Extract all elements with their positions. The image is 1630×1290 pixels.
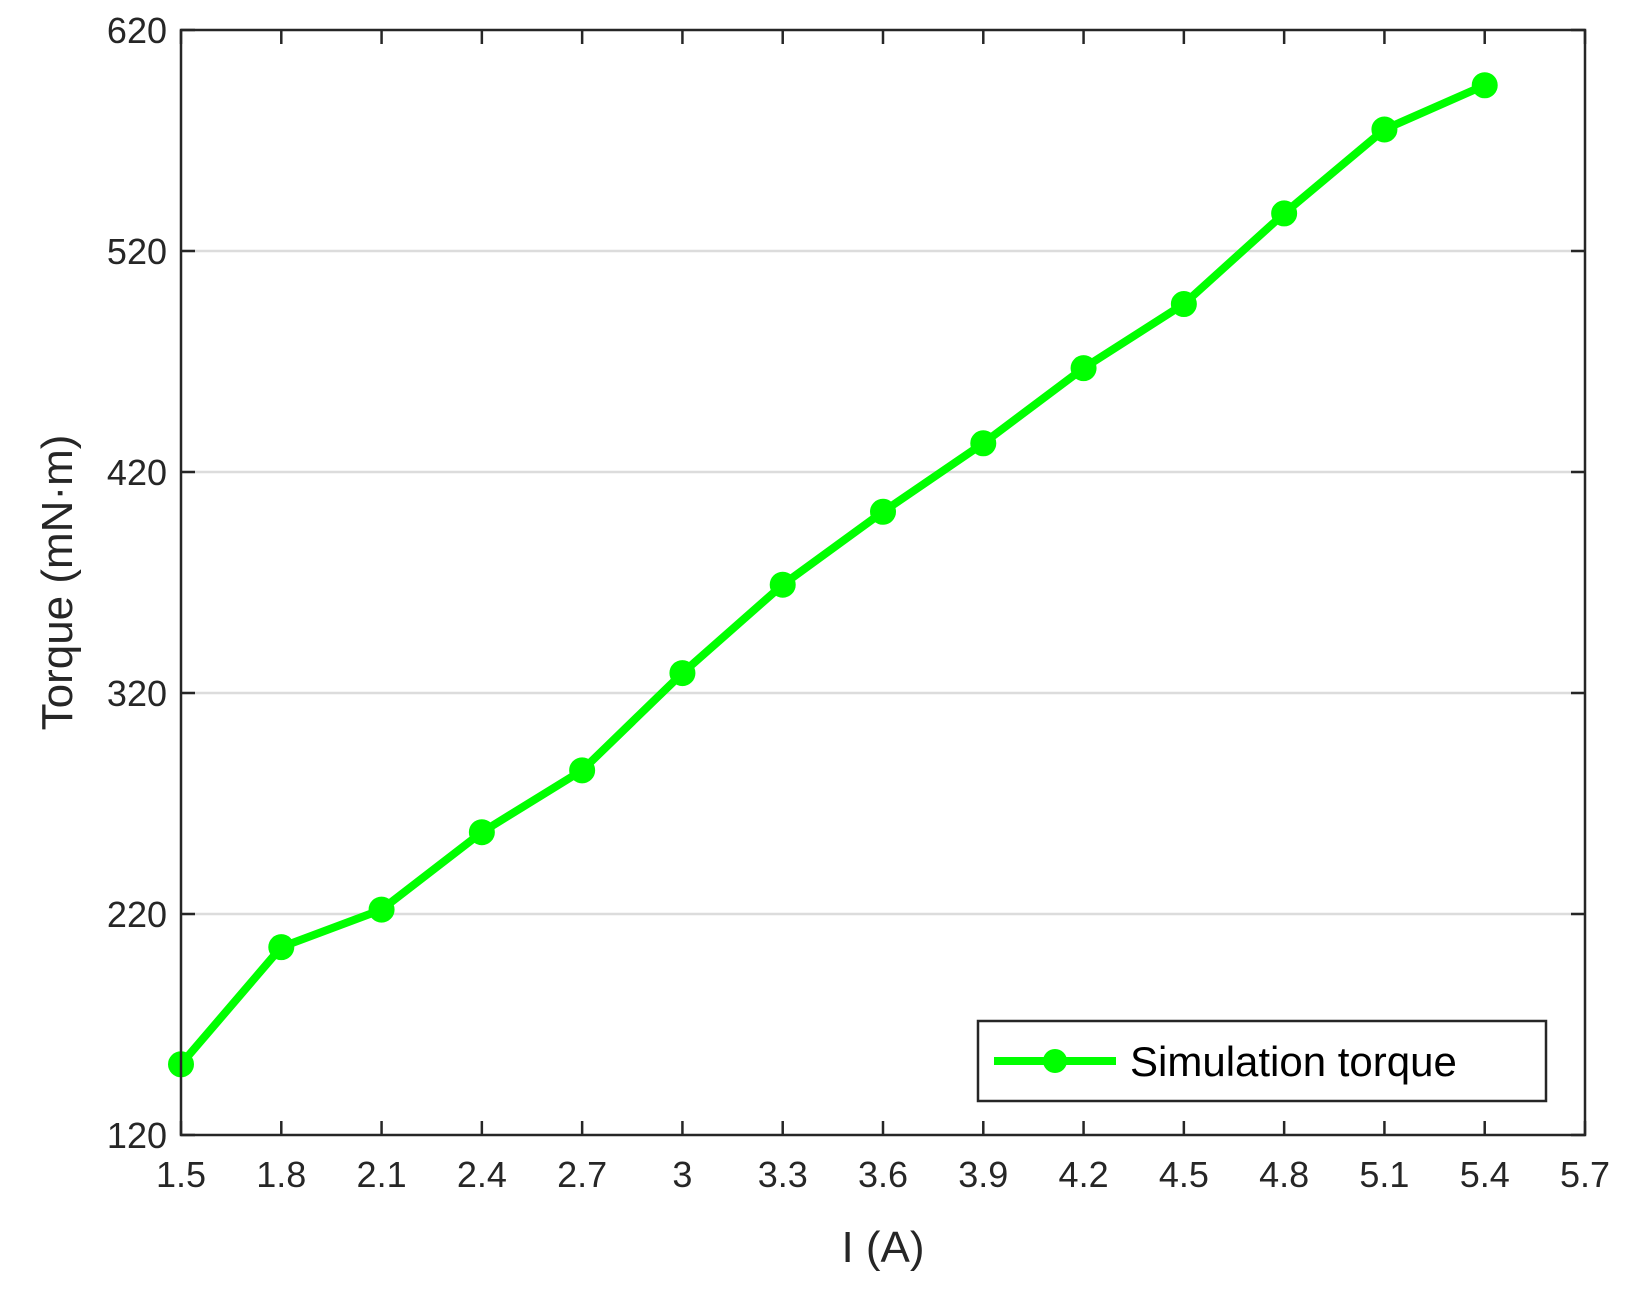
x-tick-label: 4.5 [1159,1154,1209,1195]
x-tick-label: 3.6 [858,1154,908,1195]
y-tick-label: 320 [107,673,167,714]
x-tick-label: 1.5 [156,1154,206,1195]
data-point [669,660,696,687]
y-tick-label: 120 [107,1115,167,1156]
gridlines [181,249,1585,916]
data-point [769,571,796,598]
x-tick-label: 5.4 [1460,1154,1510,1195]
plot-frame [179,28,1587,1137]
data-point [1070,355,1097,382]
y-tick-labels: 120 220 320 420 520 620 [107,10,167,1156]
data-point [268,934,295,961]
x-tick-label: 1.8 [256,1154,306,1195]
data-point [870,498,896,525]
data-point [368,896,395,923]
series-line [177,81,1489,1069]
data-point [1271,200,1298,227]
y-tick-label: 520 [107,231,167,272]
data-point [1371,116,1398,143]
legend-entry-simulation-torque: Simulation torque [1130,1038,1457,1085]
data-point [1170,291,1197,318]
y-tick-label: 420 [107,452,167,493]
data-point [468,819,495,846]
x-tick-label: 3.9 [958,1154,1008,1195]
x-tick-label: 4.2 [1059,1154,1109,1195]
x-tick-label: 2.4 [457,1154,507,1195]
x-tick-labels: 1.5 1.8 2.1 2.4 2.7 3 3.3 3.6 3.9 4.2 4.5 4.8 5.1 5.4… [156,1154,1610,1195]
x-tick-label: 5.1 [1359,1154,1409,1195]
x-tick-label: 3.3 [758,1154,808,1195]
x-tick-label: 2.7 [557,1154,607,1195]
x-tick-label: 4.8 [1259,1154,1309,1195]
axis-ticks [179,28,1587,1137]
y-tick-label: 620 [107,10,167,51]
legend: Simulation torque [976,1019,1548,1103]
x-axis-label: I (A) [841,1223,924,1272]
legend-marker-swatch [1043,1049,1067,1073]
x-tick-label: 3 [672,1154,692,1195]
x-tick-label: 5.7 [1560,1154,1610,1195]
data-point [970,430,997,457]
y-axis-label: Torque (mN·m) [33,435,82,731]
x-tick-label: 2.1 [357,1154,407,1195]
y-tick-label: 220 [107,894,167,935]
data-point [1471,72,1498,99]
data-point [569,757,596,784]
